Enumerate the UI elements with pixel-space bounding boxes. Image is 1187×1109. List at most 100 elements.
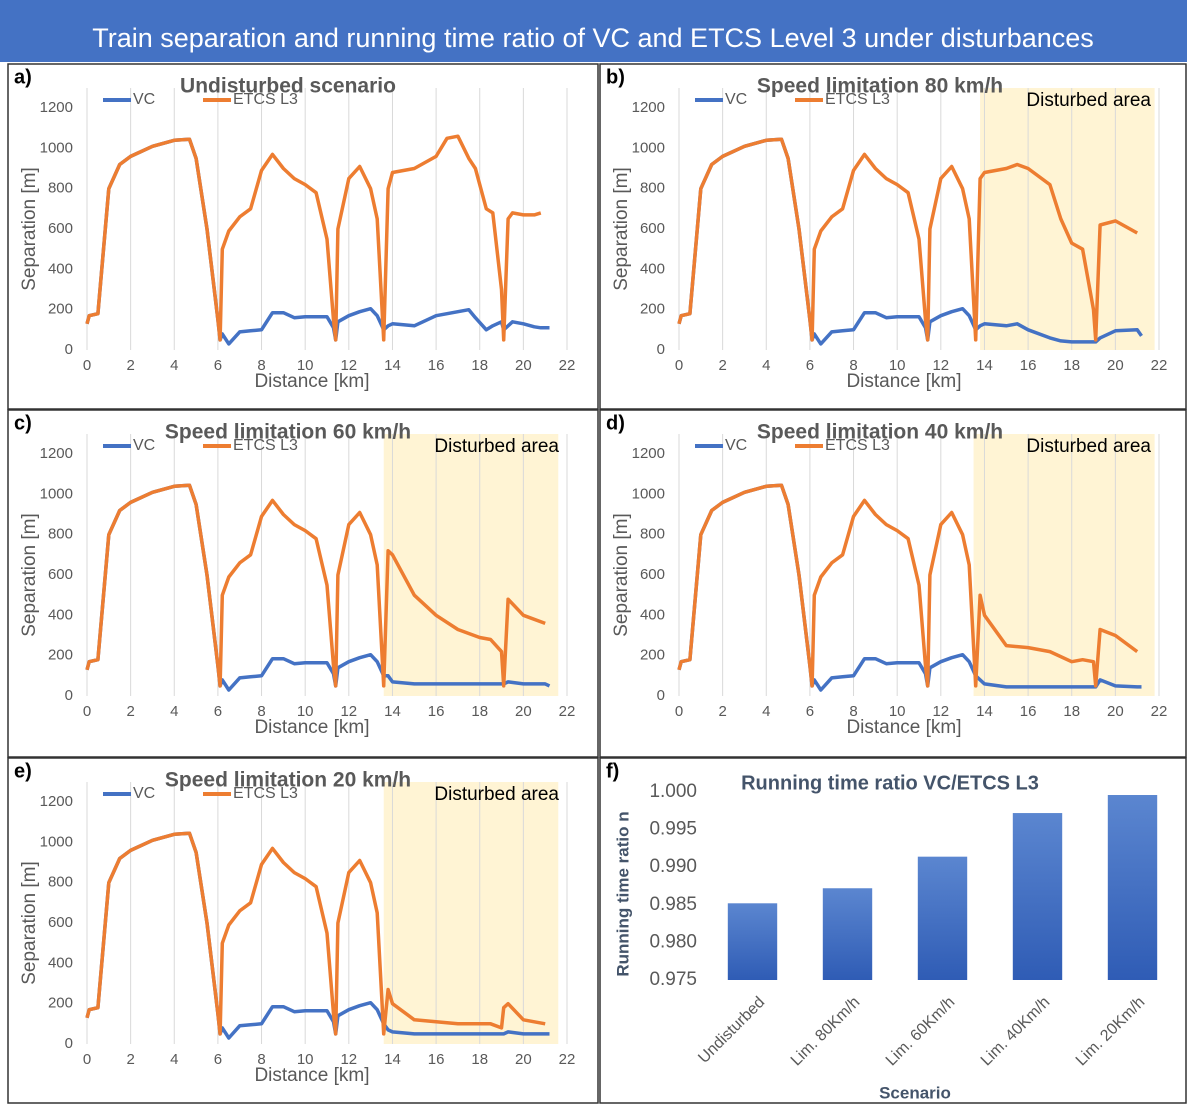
x-tick-label: 20 bbox=[515, 357, 532, 374]
y-axis-title: Separation [m] bbox=[611, 513, 632, 637]
x-tick-label: 2 bbox=[126, 703, 134, 720]
legend-label: ETCS L3 bbox=[233, 91, 298, 108]
x-tick-label: 20 bbox=[515, 1051, 532, 1068]
header-bar bbox=[0, 0, 1187, 62]
x-tick-label: 14 bbox=[384, 357, 401, 374]
y-tick-label: 1000 bbox=[40, 485, 73, 502]
y-tick-label: 0 bbox=[657, 687, 665, 704]
disturbed-area bbox=[383, 782, 559, 1044]
x-tick-label: 22 bbox=[559, 1051, 576, 1068]
x-tick-label: 16 bbox=[428, 357, 445, 374]
y-tick-label: 400 bbox=[48, 606, 73, 623]
chart-title: Speed limitation 60 km/h bbox=[165, 421, 411, 444]
annotation: Disturbed area bbox=[434, 784, 559, 805]
x-tick-label: 6 bbox=[806, 703, 814, 720]
y-tick-label: 600 bbox=[640, 220, 665, 237]
annotation: Disturbed area bbox=[1026, 90, 1151, 111]
legend-label: ETCS L3 bbox=[825, 91, 890, 108]
series-line bbox=[677, 483, 1139, 688]
legend-label: ETCS L3 bbox=[233, 437, 298, 454]
chart-title: Undisturbed scenario bbox=[180, 75, 396, 98]
y-axis-title: Running time ratio n bbox=[613, 811, 632, 976]
x-tick-label: 18 bbox=[471, 703, 488, 720]
x-tick-label: 20 bbox=[515, 703, 532, 720]
y-tick-label: 0 bbox=[65, 687, 73, 704]
y-tick-label: 1000 bbox=[632, 485, 665, 502]
disturbed-area bbox=[383, 434, 559, 696]
x-tick-label: 22 bbox=[559, 703, 576, 720]
x-axis-title: Scenario bbox=[879, 1083, 951, 1102]
x-tick-label: 14 bbox=[384, 1051, 401, 1068]
series-line bbox=[85, 134, 542, 342]
y-tick-label: 400 bbox=[640, 260, 665, 277]
bar bbox=[822, 888, 873, 980]
x-tick-label: 18 bbox=[1063, 703, 1080, 720]
x-tick-label: 22 bbox=[559, 357, 576, 374]
x-tick-label: 6 bbox=[214, 703, 222, 720]
x-tick-label: 18 bbox=[1063, 357, 1080, 374]
x-tick-label: 8 bbox=[849, 357, 857, 374]
bar bbox=[1012, 813, 1063, 980]
x-tick-label: 4 bbox=[762, 357, 770, 374]
x-tick-label: 18 bbox=[471, 357, 488, 374]
x-tick-label: 10 bbox=[297, 1051, 314, 1068]
panel-label: e) bbox=[14, 760, 32, 782]
x-tick-label: 20 bbox=[1107, 703, 1124, 720]
y-tick-label: 800 bbox=[48, 180, 73, 197]
x-tick-label: Undisturbed bbox=[695, 994, 768, 1067]
y-tick-label: 800 bbox=[640, 180, 665, 197]
x-tick-label: 0 bbox=[83, 357, 91, 374]
x-tick-label: 0 bbox=[83, 1051, 91, 1068]
y-tick-label: 800 bbox=[640, 526, 665, 543]
x-tick-label: 8 bbox=[849, 703, 857, 720]
disturbed-area bbox=[973, 434, 1155, 696]
x-tick-label: 0 bbox=[675, 703, 683, 720]
y-axis-title: Separation [m] bbox=[19, 513, 40, 637]
x-tick-label: 14 bbox=[976, 357, 993, 374]
x-tick-label: 6 bbox=[806, 357, 814, 374]
panel-border bbox=[7, 757, 599, 1104]
x-tick-label: 22 bbox=[1151, 357, 1168, 374]
y-tick-label: 1200 bbox=[40, 99, 73, 116]
panel-label: a) bbox=[14, 66, 32, 88]
x-tick-label: 4 bbox=[762, 703, 770, 720]
x-tick-label: 20 bbox=[1107, 357, 1124, 374]
x-tick-label: 16 bbox=[1020, 703, 1037, 720]
y-tick-label: 1200 bbox=[632, 445, 665, 462]
x-tick-label: 4 bbox=[170, 703, 178, 720]
y-tick-label: 600 bbox=[640, 566, 665, 583]
x-tick-label: 2 bbox=[718, 357, 726, 374]
bar bbox=[1107, 795, 1158, 980]
panel-label: c) bbox=[14, 412, 32, 434]
panel-border bbox=[599, 409, 1187, 758]
x-tick-label: Lim. 20Km/h bbox=[1073, 994, 1149, 1070]
y-tick-label: 0.985 bbox=[649, 894, 697, 915]
y-tick-label: 1200 bbox=[40, 445, 73, 462]
x-tick-label: 12 bbox=[932, 357, 949, 374]
x-tick-label: 10 bbox=[889, 357, 906, 374]
panel-label: d) bbox=[606, 412, 625, 434]
legend-label: VC bbox=[133, 785, 155, 802]
x-tick-label: 12 bbox=[340, 357, 357, 374]
legend-label: ETCS L3 bbox=[825, 437, 890, 454]
x-tick-label: 16 bbox=[428, 1051, 445, 1068]
annotation: Disturbed area bbox=[1026, 436, 1151, 457]
series-line bbox=[85, 831, 546, 1036]
panel-border bbox=[599, 757, 1187, 1104]
x-tick-label: 2 bbox=[126, 1051, 134, 1068]
disturbed-area bbox=[980, 88, 1155, 350]
series-line bbox=[677, 137, 1139, 342]
series-line bbox=[85, 483, 546, 688]
legend-label: VC bbox=[133, 91, 155, 108]
y-tick-label: 0.995 bbox=[649, 819, 697, 840]
x-tick-label: 14 bbox=[384, 703, 401, 720]
x-tick-label: 18 bbox=[471, 1051, 488, 1068]
y-tick-label: 200 bbox=[48, 647, 73, 664]
panel-label: f) bbox=[606, 760, 619, 782]
x-axis-title: Distance [km] bbox=[254, 1065, 369, 1086]
y-tick-label: 200 bbox=[640, 301, 665, 318]
x-tick-label: Lim. 40Km/h bbox=[978, 994, 1054, 1070]
y-tick-label: 0 bbox=[657, 341, 665, 358]
y-tick-label: 0.980 bbox=[649, 931, 697, 952]
